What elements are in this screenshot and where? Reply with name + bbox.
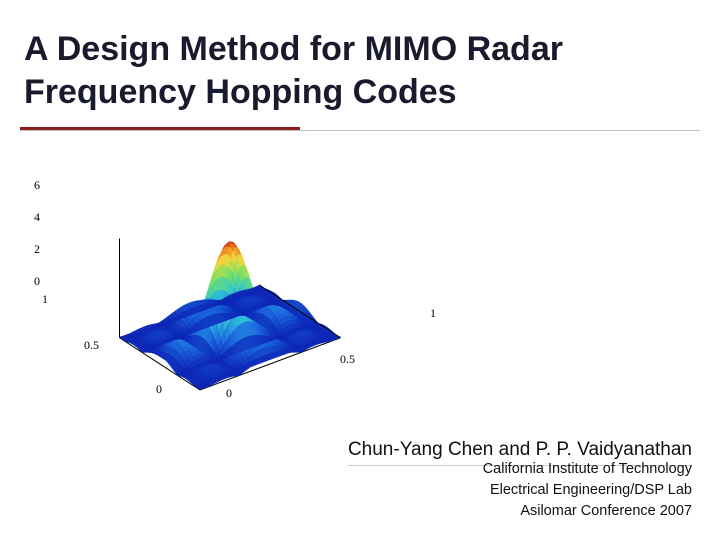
ztick-0: 0 [34, 274, 40, 289]
ytick-1: 1 [42, 292, 48, 307]
ztick-6: 6 [34, 178, 40, 193]
ztick-4: 4 [34, 210, 40, 225]
affiliation-line-1: California Institute of Technology [483, 459, 692, 480]
ytick-0: 0 [156, 382, 162, 397]
thin-rule [20, 130, 700, 131]
xtick-0: 0 [226, 386, 232, 401]
affiliation-line-3: Asilomar Conference 2007 [483, 501, 692, 522]
ztick-2: 2 [34, 242, 40, 257]
affiliation-block: California Institute of Technology Elect… [483, 459, 692, 522]
xtick-1: 1 [430, 306, 436, 321]
surface-svg [30, 170, 470, 410]
xtick-05: 0.5 [340, 352, 355, 367]
ytick-05: 0.5 [84, 338, 99, 353]
page-title: A Design Method for MIMO Radar Frequency… [24, 28, 696, 113]
affiliation-line-2: Electrical Engineering/DSP Lab [483, 480, 692, 501]
title-block: A Design Method for MIMO Radar Frequency… [0, 0, 720, 121]
surface-plot: 6 4 2 0 1 0.5 0 1 0.5 0 [30, 170, 470, 410]
title-rule [0, 127, 720, 131]
